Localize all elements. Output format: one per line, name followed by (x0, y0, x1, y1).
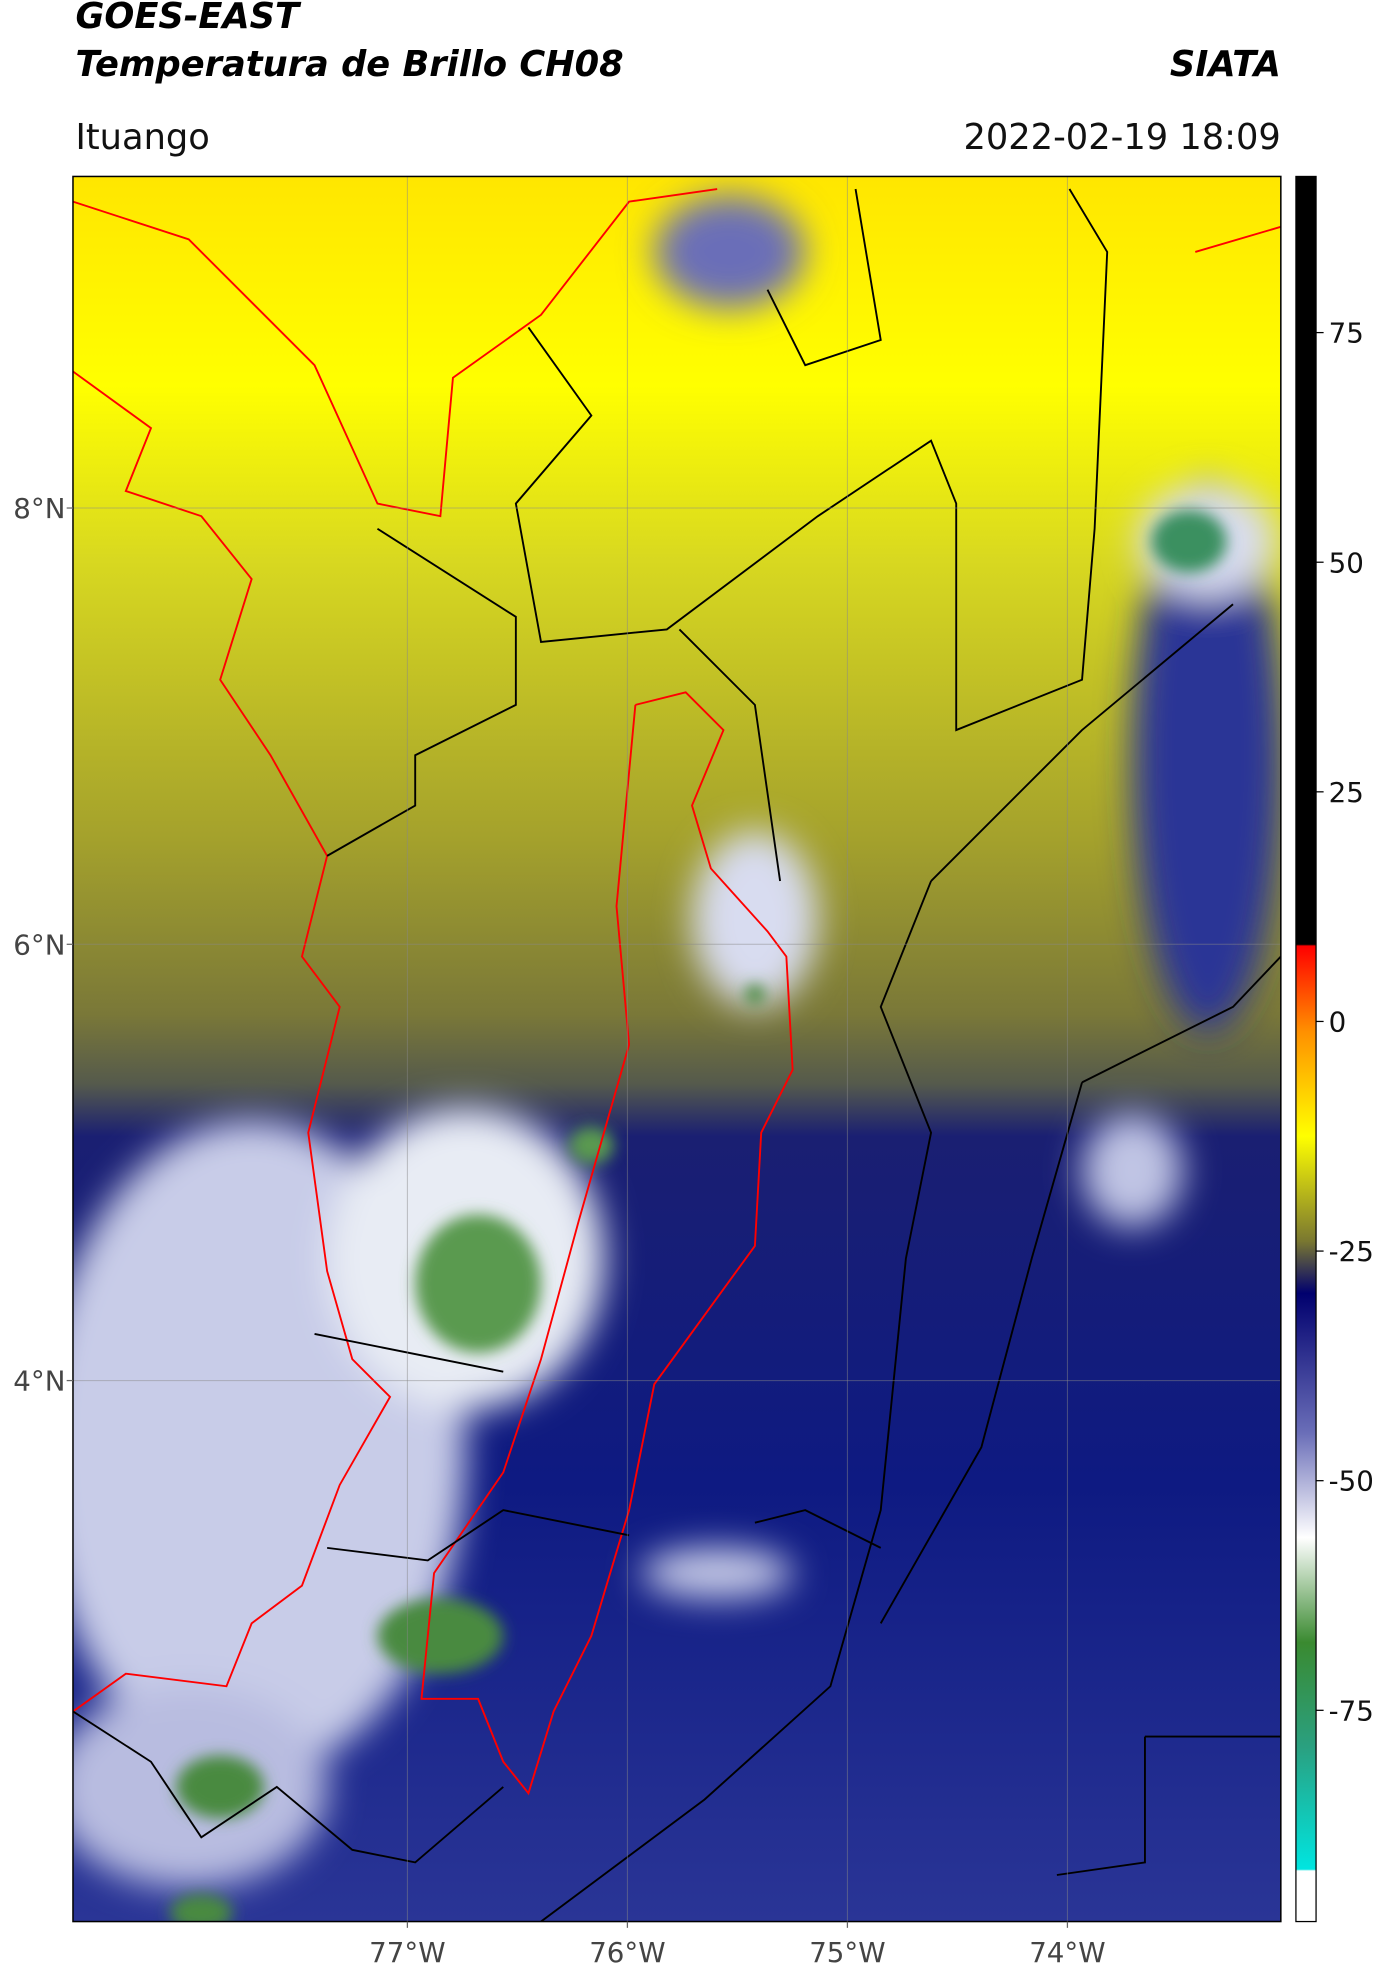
colorbar-tick-label: -75 (1329, 1694, 1374, 1727)
lat-tick-label: 8°N (13, 492, 65, 525)
brand: SIATA (1170, 44, 1281, 85)
subtitle: Temperatura de Brillo CH08 (75, 44, 623, 85)
lon-tick-label: 75°W (809, 1936, 885, 1969)
region: Ituango (75, 117, 209, 158)
lat-tick-label: 4°N (13, 1365, 65, 1398)
lon-tick-label: 74°W (1029, 1936, 1105, 1969)
colorbar-tick-label: -25 (1329, 1235, 1374, 1268)
colorbar-tick-label: 25 (1329, 776, 1364, 809)
colorbar-tick-label: 50 (1329, 546, 1364, 579)
lat-tick-label: 6°N (13, 928, 65, 961)
map-frame (72, 175, 1282, 1923)
colorbar-tick-label: 0 (1329, 1006, 1347, 1039)
colorbar (1295, 175, 1317, 1923)
datetime: 2022-02-19 18:09 (963, 117, 1280, 158)
graticule (72, 176, 1281, 1922)
ticks: 8°N 6°N 4°N 77°W 76°W 75°W 74°W 75 50 25 0 -25 -50 -7… (13, 317, 1374, 1969)
satellite-image (72, 176, 1281, 1922)
lon-tick-label: 77°W (369, 1936, 445, 1969)
lon-tick-label: 76°W (589, 1936, 665, 1969)
colorbar-tick-label: 75 (1329, 317, 1364, 350)
title: GOES-EAST (75, 0, 302, 37)
colorbar-tick-label: -50 (1329, 1465, 1374, 1498)
